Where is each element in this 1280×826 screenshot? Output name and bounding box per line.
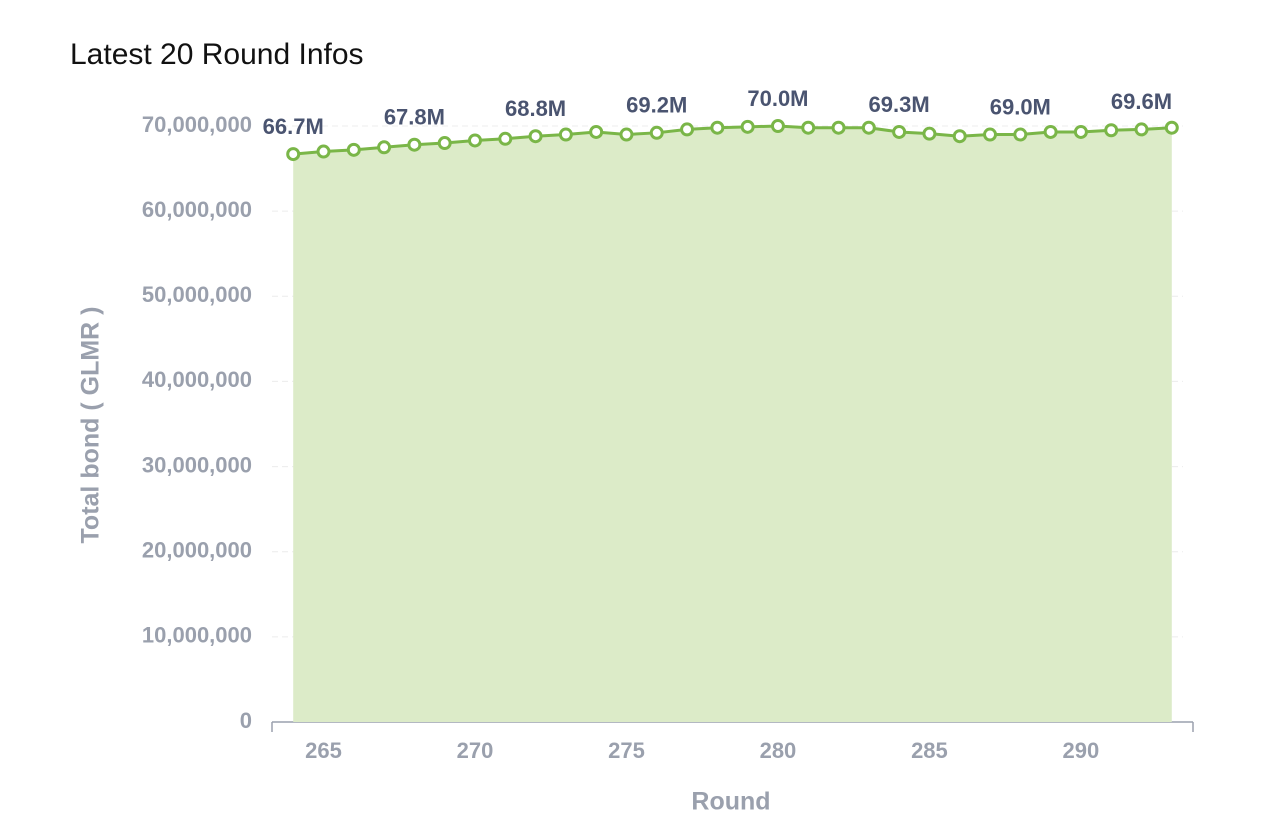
point	[861, 120, 876, 135]
point	[528, 129, 543, 144]
x-tick-label: 290	[1063, 738, 1100, 763]
y-tick-label: 70,000,000	[142, 112, 252, 137]
value-label: 69.3M	[869, 92, 930, 117]
x-tick-label: 285	[911, 738, 948, 763]
point	[740, 119, 755, 134]
point	[407, 137, 422, 152]
point	[1164, 120, 1179, 135]
x-axis-label: Round	[691, 788, 770, 816]
area	[293, 126, 1172, 722]
point	[1134, 122, 1149, 137]
y-tick-label: 60,000,000	[142, 197, 252, 222]
point	[952, 129, 967, 144]
point	[286, 147, 301, 162]
value-label: 66.7M	[263, 114, 324, 139]
value-label: 69.0M	[990, 94, 1051, 119]
y-tick-label: 50,000,000	[142, 282, 252, 307]
point	[498, 131, 513, 146]
value-label: 68.8M	[505, 96, 566, 121]
point	[589, 124, 604, 139]
y-tick-label: 20,000,000	[142, 538, 252, 563]
y-tick-label: 0	[240, 708, 252, 733]
point	[1043, 124, 1058, 139]
y-axis-label: Total bond ( GLMR )	[77, 307, 105, 544]
x-tick-label: 265	[305, 738, 342, 763]
point	[346, 142, 361, 157]
y-tick-label: 30,000,000	[142, 452, 252, 477]
point	[831, 120, 846, 135]
x-tick-label: 275	[608, 738, 645, 763]
point	[437, 136, 452, 151]
y-tick-label: 40,000,000	[142, 367, 252, 392]
point	[377, 140, 392, 155]
point	[1104, 123, 1119, 138]
point	[316, 144, 331, 159]
point	[892, 124, 907, 139]
point	[467, 133, 482, 148]
point	[983, 127, 998, 142]
chart-title: Latest 20 Round Infos	[70, 38, 364, 71]
point	[1073, 124, 1088, 139]
point	[680, 122, 695, 137]
point	[558, 127, 573, 142]
point	[922, 126, 937, 141]
point	[770, 119, 785, 133]
point	[801, 120, 816, 135]
x-tick-label: 270	[457, 738, 494, 763]
value-label: 67.8M	[384, 105, 445, 130]
point	[619, 127, 634, 142]
point	[1013, 127, 1028, 142]
value-label: 70.0M	[747, 86, 808, 111]
point	[710, 120, 725, 135]
y-tick-label: 10,000,000	[142, 623, 252, 648]
value-label: 69.2M	[626, 93, 687, 118]
x-tick-label: 280	[760, 738, 797, 763]
value-label: 69.6M	[1111, 89, 1172, 114]
point	[649, 125, 664, 140]
